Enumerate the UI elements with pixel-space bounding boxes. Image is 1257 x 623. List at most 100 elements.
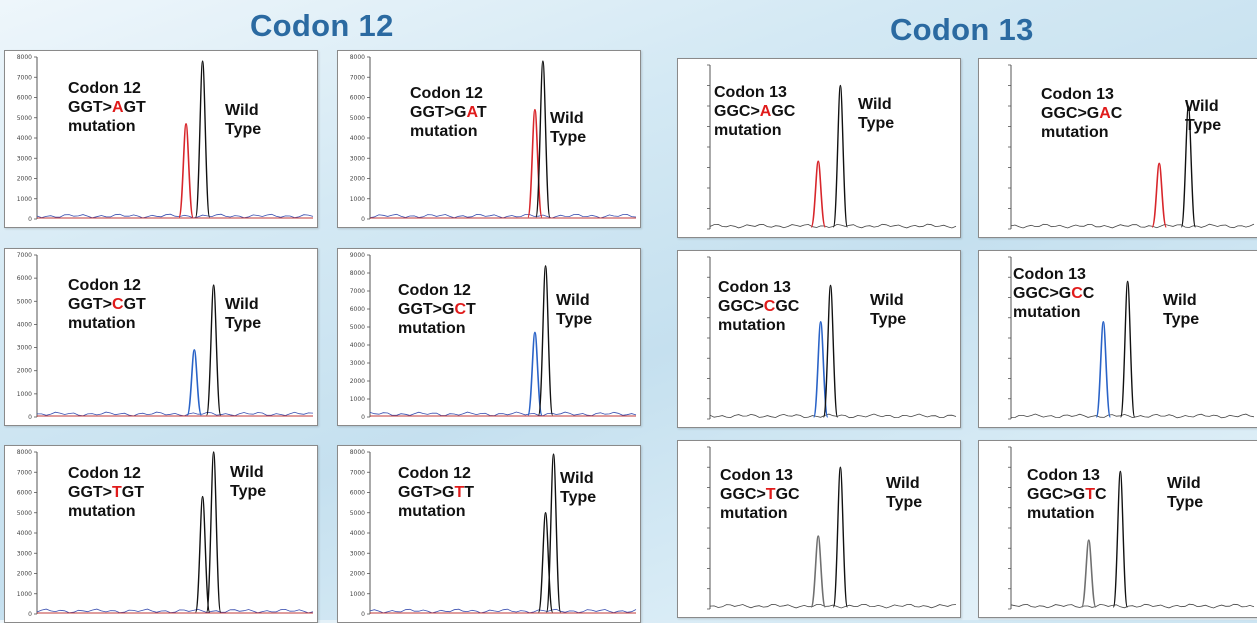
chromatogram-panel: 0 1000 2000 3000 4000 5000 6000 7000 8000 Codon 1… (4, 50, 318, 228)
peak-red (527, 108, 543, 218)
type-word: Type (1167, 494, 1204, 511)
substituted-base: A (759, 103, 772, 120)
substituted-base: T (112, 484, 122, 501)
substituted-base: C (454, 301, 467, 318)
y-tick-label: 2000 (350, 378, 365, 385)
chromatogram-panel: 0 1000 2000 3000 4000 5000 6000 7000 8000 Codon 1… (4, 445, 318, 623)
baseline-trace (1010, 413, 1255, 419)
y-tick-label: 6000 (350, 95, 365, 102)
substitution: GGT>GAT (410, 103, 487, 122)
y-tick-label: 7000 (17, 252, 32, 259)
substitution-suffix: T (466, 301, 476, 318)
peak-black (194, 495, 211, 613)
wild-word: Wild (550, 110, 584, 127)
type-word: Type (870, 311, 907, 328)
codon-name: Codon 12 (68, 80, 141, 97)
substitution-prefix: GGT>G (398, 484, 455, 501)
type-word: Type (1163, 311, 1200, 328)
mutation-label: Codon 12 GGT>AGT mutation (68, 79, 146, 136)
wild-type-label: Wild Type (886, 474, 922, 512)
substituted-base: A (466, 104, 477, 121)
wild-type-label: Wild Type (550, 109, 586, 147)
wild-type-label: Wild Type (225, 101, 261, 139)
y-tick-label: 1000 (350, 196, 365, 203)
wild-word: Wild (858, 96, 892, 113)
substitution-prefix: GGC> (718, 298, 764, 315)
substitution: GGC>TGC (720, 485, 800, 504)
y-tick-label: 6000 (17, 275, 32, 282)
mutation-label: Codon 13 GGC>AGC mutation (714, 83, 795, 140)
chromatogram-panel: 0 1000 2000 3000 4000 5000 6000 7000 8000 Codon 1… (337, 50, 641, 228)
substitution-prefix: GGC>G (1041, 105, 1100, 122)
y-tick-label: 4000 (17, 530, 32, 537)
type-word: Type (1185, 117, 1222, 134)
codon-name: Codon 12 (410, 85, 483, 102)
chromatogram-plot (1008, 256, 1255, 420)
y-tick-label: 2000 (350, 571, 365, 578)
heading-codon-12: Codon 12 (250, 8, 394, 43)
heading-codon-13: Codon 13 (890, 12, 1034, 47)
substitution: GGC>GTC (1027, 485, 1107, 504)
y-tick-label: 7000 (350, 469, 365, 476)
y-tick-label: 7000 (350, 74, 365, 81)
baseline-trace (709, 223, 957, 229)
y-tick-label: 1000 (350, 396, 365, 403)
wild-word: Wild (225, 296, 259, 313)
wild-word: Wild (870, 292, 904, 309)
type-word: Type (556, 311, 593, 328)
peak-black (537, 512, 554, 613)
substitution-prefix: GGT> (68, 99, 113, 116)
y-tick-label: 3000 (17, 550, 32, 557)
chromatogram-plot: 0 1000 2000 3000 4000 5000 6000 7000 8000 (350, 54, 637, 223)
mutation-word: mutation (68, 118, 136, 135)
peak-red (178, 123, 194, 218)
peak-blue (1095, 320, 1112, 418)
peak-red (1151, 162, 1168, 228)
y-tick-label: 4000 (350, 342, 365, 349)
y-tick-label: 6000 (350, 490, 365, 497)
y-tick-label: 0 (28, 611, 32, 618)
wild-word: Wild (1167, 475, 1201, 492)
baseline-trace (36, 608, 314, 614)
y-tick-label: 2000 (17, 176, 32, 183)
codon-name: Codon 13 (1041, 86, 1114, 103)
peak-blue (812, 320, 829, 418)
y-tick-label: 7000 (350, 288, 365, 295)
substitution-prefix: GGC>G (1027, 486, 1086, 503)
peak-gray (1080, 539, 1097, 608)
peak-black (1180, 105, 1197, 228)
substitution: GGC>GAC (1041, 104, 1122, 123)
wild-word: Wild (556, 292, 590, 309)
peak-black (194, 60, 211, 218)
substituted-base: C (1071, 285, 1083, 302)
type-word: Type (225, 315, 262, 332)
mutation-label: Codon 13 GGC>TGC mutation (720, 466, 800, 523)
peak-black (535, 60, 551, 218)
peak-black (545, 453, 562, 613)
substitution-suffix: T (464, 484, 475, 501)
y-tick-label: 5000 (17, 510, 32, 517)
substitution: GGC>CGC (718, 297, 799, 316)
mutation-word: mutation (68, 315, 136, 332)
chromatogram-panel: 0 1000 2000 3000 4000 5000 6000 7000 8000 Codon 1… (337, 445, 641, 623)
substitution-prefix: GGC> (720, 486, 766, 503)
type-word: Type (886, 494, 923, 511)
chromatogram-plot: 0 1000 2000 3000 4000 5000 6000 7000 8000 (350, 449, 637, 618)
substituted-base: T (1085, 486, 1096, 503)
mutation-label: Codon 12 GGT>TGT mutation (68, 464, 144, 521)
y-tick-label: 8000 (17, 54, 32, 61)
mutation-word: mutation (410, 123, 478, 140)
substitution: GGT>TGT (68, 483, 144, 502)
baseline-trace (36, 213, 314, 219)
mutation-word: mutation (398, 320, 466, 337)
mutation-label: Codon 13 GGC>GCC mutation (1013, 265, 1094, 322)
type-word: Type (858, 115, 895, 132)
y-tick-label: 1000 (17, 591, 32, 598)
wild-type-label: Wild Type (1185, 97, 1221, 135)
substitution-suffix: C (1095, 486, 1107, 503)
y-tick-label: 2000 (17, 368, 32, 375)
baseline-trace (369, 608, 637, 614)
chromatogram-panel: Codon 13 GGC>GAC mutation Wild Type (978, 58, 1257, 238)
chromatogram-plot: 0 1000 2000 3000 4000 5000 6000 7000 (17, 252, 314, 421)
mutation-word: mutation (68, 503, 136, 520)
